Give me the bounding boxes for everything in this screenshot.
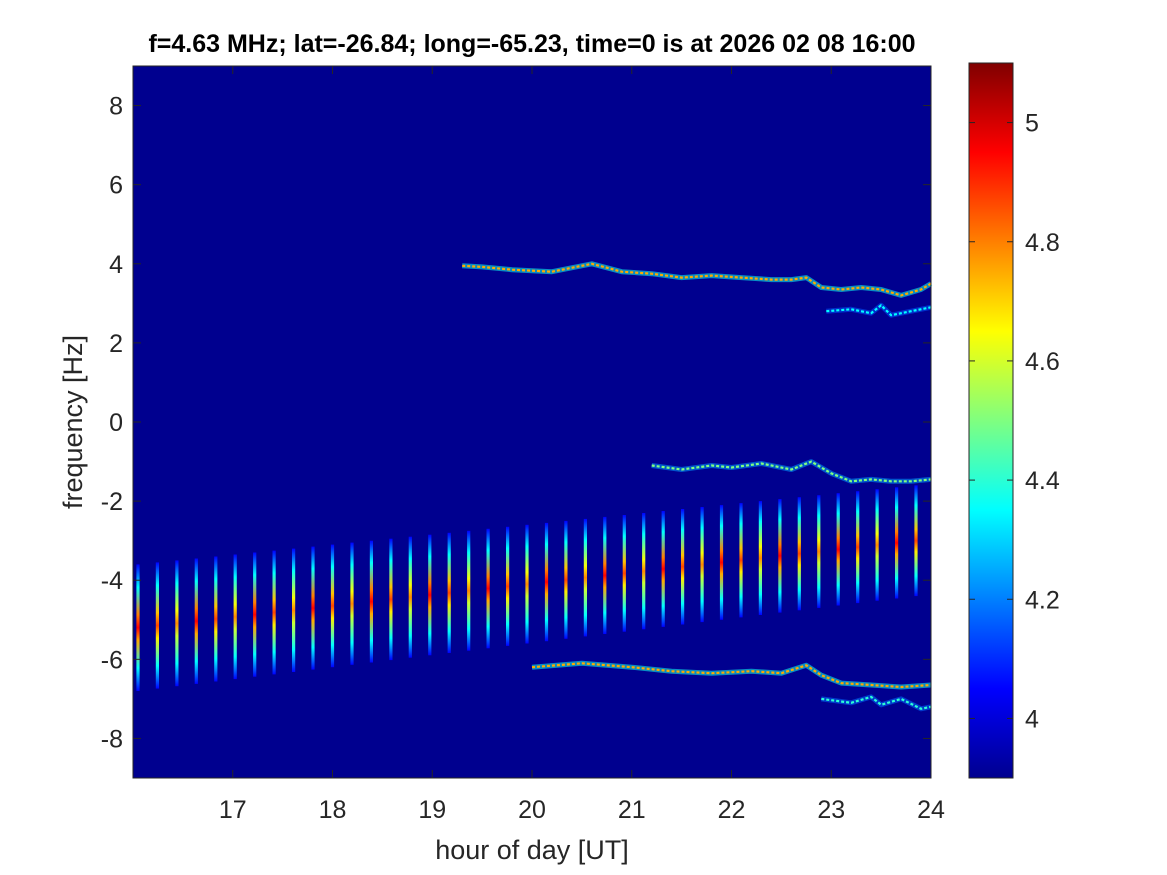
streak-30	[719, 505, 724, 620]
streak-27	[661, 511, 665, 627]
x-tick-label: 22	[718, 796, 746, 824]
colorbar-ticks: 4 4.2 4.4 4.6 4.8 5	[969, 110, 1060, 733]
x-tick-label: 19	[418, 796, 446, 824]
plot-area	[132, 65, 933, 779]
streak-0	[136, 564, 140, 691]
streak-40	[914, 485, 918, 597]
streak-25	[622, 515, 626, 632]
streak-8	[292, 548, 296, 672]
streak-39	[895, 487, 899, 599]
x-tick-label: 21	[618, 796, 646, 824]
streak-16	[447, 532, 451, 653]
x-axis-label: hour of day [UT]	[435, 835, 629, 865]
y-tick-label: -8	[101, 725, 123, 753]
streak-7	[272, 550, 276, 675]
colorbar: 4 4.2 4.4 4.6 4.8 5	[968, 62, 1060, 779]
streak-3	[194, 558, 198, 684]
trace-0	[462, 262, 932, 297]
x-tick-label: 23	[817, 796, 845, 824]
trace-3	[531, 662, 932, 689]
x-tick-label: 18	[319, 796, 347, 824]
y-tick-label: -6	[101, 646, 123, 674]
streak-9	[311, 546, 315, 670]
heatmap-marks	[136, 261, 933, 712]
streak-6	[253, 552, 257, 677]
streak-13	[389, 538, 393, 661]
streak-38	[875, 489, 879, 601]
streak-24	[603, 516, 607, 634]
y-tick-label: 0	[109, 409, 123, 437]
streak-35	[817, 495, 821, 608]
streak-14	[408, 536, 412, 658]
plot-background	[133, 66, 931, 778]
trace-2	[651, 460, 932, 483]
y-tick-label: 6	[109, 172, 123, 200]
colorbar-tick-label: 5	[1025, 110, 1039, 138]
streak-22	[564, 520, 568, 639]
colorbar-tick-label: 4.2	[1025, 586, 1060, 614]
streak-33	[778, 499, 782, 613]
streak-19	[506, 526, 510, 646]
x-tick-label: 24	[917, 796, 945, 824]
y-tick-label: 4	[109, 251, 123, 279]
streak-20	[525, 524, 529, 644]
y-tick-label: -4	[101, 567, 123, 595]
streak-37	[856, 491, 860, 604]
streak-15	[428, 534, 432, 656]
streak-23	[583, 518, 587, 637]
x-tick-label: 17	[219, 796, 247, 824]
streak-10	[330, 544, 335, 668]
streak-29	[700, 507, 704, 623]
y-tick-label: 2	[109, 330, 123, 358]
y-tick-label: 8	[109, 93, 123, 121]
streak-12	[369, 540, 373, 663]
y-axis: -8 -6 -4 -2 0 2 4 6 8	[101, 93, 931, 753]
x-tick-label: 20	[518, 796, 546, 824]
colorbar-tick-label: 4.6	[1025, 348, 1060, 376]
colorbar-frame	[968, 62, 1014, 779]
streak-36	[836, 493, 840, 606]
colorbar-tick-label: 4.8	[1025, 229, 1060, 257]
colorbar-tick-label: 4	[1025, 705, 1039, 733]
streak-32	[758, 501, 762, 615]
streak-26	[642, 513, 646, 630]
streak-17	[467, 530, 471, 651]
y-axis-label: frequency [Hz]	[58, 335, 88, 509]
trace-1	[826, 304, 932, 317]
chart-title: f=4.63 MHz; lat=-26.84; long=-65.23, tim…	[148, 30, 915, 58]
streak-31	[739, 503, 743, 618]
colorbar-gradient	[969, 63, 1013, 778]
streak-34	[797, 497, 801, 611]
y-tick-label: -2	[101, 488, 123, 516]
streak-4	[214, 556, 218, 682]
streak-2	[175, 560, 179, 687]
x-axis: 17 18 19 20 21 22 23 24	[219, 66, 945, 824]
trace-4	[821, 695, 932, 710]
streak-1	[155, 562, 159, 689]
colorbar-tick-label: 4.4	[1025, 467, 1060, 495]
streak-28	[681, 509, 685, 625]
streak-5	[233, 554, 237, 680]
streak-11	[350, 542, 354, 665]
streak-21	[544, 522, 549, 642]
streak-18	[486, 528, 490, 649]
